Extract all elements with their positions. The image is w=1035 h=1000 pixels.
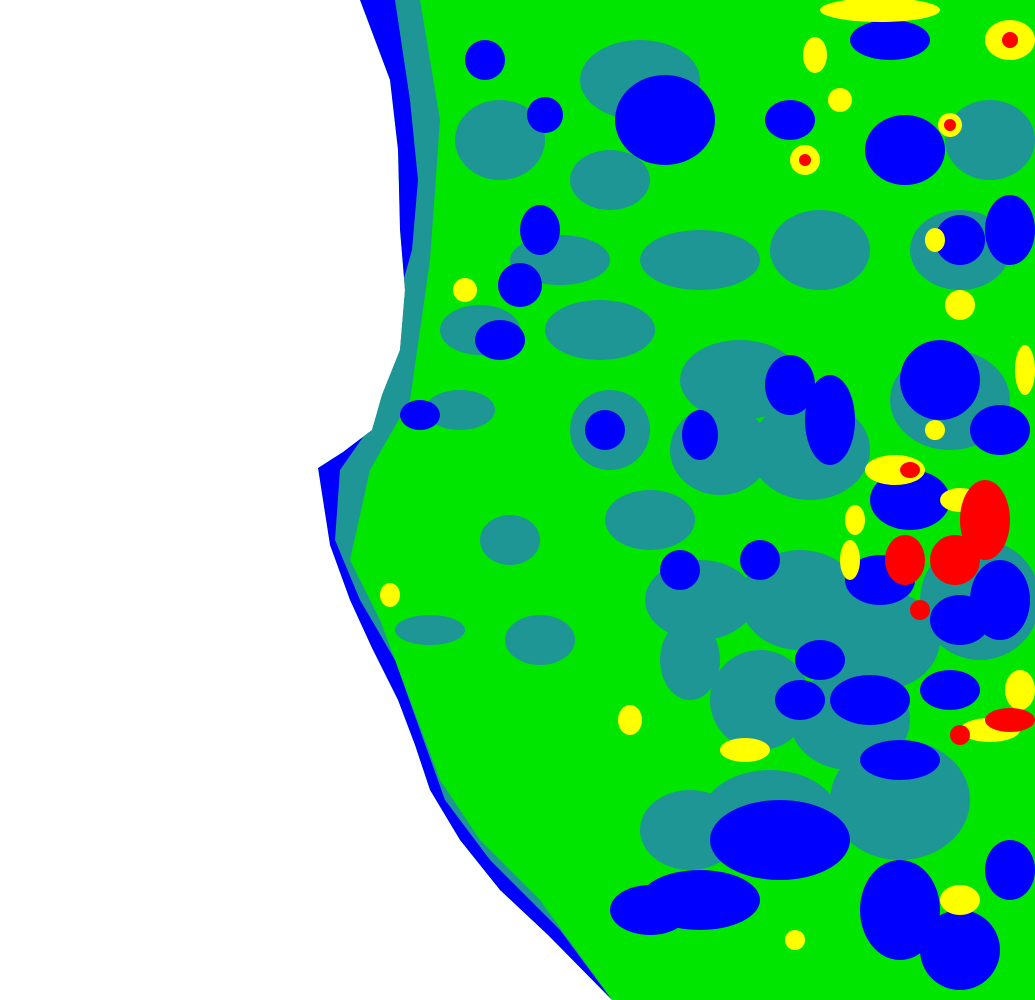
high-patch — [803, 37, 827, 73]
high-patch — [828, 88, 852, 112]
very-low-patch — [970, 560, 1030, 640]
very-low-patch — [775, 680, 825, 720]
very-low-patch — [920, 910, 1000, 990]
low-patch — [425, 390, 495, 430]
very-high-patch — [799, 154, 811, 166]
very-low-patch — [585, 410, 625, 450]
very-high-patch — [985, 708, 1035, 732]
high-patch — [925, 420, 945, 440]
very-low-patch — [682, 410, 718, 460]
low-patch — [395, 615, 465, 645]
very-low-patch — [970, 405, 1030, 455]
very-high-class-patches — [799, 32, 1035, 745]
very-low-patch — [765, 100, 815, 140]
very-low-patch — [985, 840, 1035, 900]
very-low-patch — [860, 860, 940, 960]
low-patch — [570, 150, 650, 210]
very-low-patch — [740, 540, 780, 580]
high-patch — [845, 505, 865, 535]
low-patch — [770, 210, 870, 290]
very-low-patch — [765, 355, 815, 415]
low-patch — [455, 100, 545, 180]
high-patch — [785, 930, 805, 950]
very-low-patch — [805, 375, 855, 465]
very-low-patch — [465, 40, 505, 80]
low-patch — [830, 740, 970, 860]
high-patch — [945, 290, 975, 320]
low-patch — [640, 230, 760, 290]
very-low-patch — [520, 205, 560, 255]
low-patch — [710, 650, 810, 750]
very-high-patch — [930, 535, 980, 585]
very-high-patch — [900, 462, 920, 478]
high-patch — [720, 738, 770, 762]
low-patch — [480, 515, 540, 565]
high-patch — [1015, 345, 1035, 395]
very-low-patch — [615, 75, 715, 165]
high-patch — [453, 278, 477, 302]
very-low-patch — [400, 400, 440, 430]
very-low-patch — [498, 263, 542, 307]
very-low-class-patches — [400, 20, 1035, 990]
very-high-patch — [944, 119, 956, 131]
very-high-patch — [910, 600, 930, 620]
high-patch — [820, 0, 940, 22]
low-patch — [660, 620, 720, 700]
very-low-patch — [527, 97, 563, 133]
high-patch — [618, 705, 642, 735]
very-high-patch — [960, 480, 1010, 560]
high-patch — [840, 540, 860, 580]
very-high-patch — [885, 535, 925, 585]
high-patch — [925, 228, 945, 252]
very-low-patch — [475, 320, 525, 360]
low-patch — [545, 300, 655, 360]
low-patch — [820, 590, 940, 690]
very-low-patch — [900, 340, 980, 420]
very-low-patch — [660, 550, 700, 590]
very-low-patch — [935, 215, 985, 265]
very-low-patch — [860, 740, 940, 780]
very-low-patch — [870, 470, 950, 530]
high-patch — [940, 885, 980, 915]
very-low-patch — [985, 195, 1035, 265]
very-low-patch — [710, 800, 850, 880]
very-high-patch — [950, 725, 970, 745]
high-patch — [380, 583, 400, 607]
very-low-patch — [795, 640, 845, 680]
low-patch — [605, 490, 695, 550]
very-low-patch — [865, 115, 945, 185]
very-low-patch — [920, 670, 980, 710]
very-low-patch — [850, 20, 930, 60]
low-patch — [945, 100, 1035, 180]
very-high-patch — [1002, 32, 1018, 48]
very-low-patch — [610, 885, 690, 935]
very-low-patch — [830, 675, 910, 725]
high-patch — [1005, 670, 1035, 710]
low-patch — [505, 615, 575, 665]
